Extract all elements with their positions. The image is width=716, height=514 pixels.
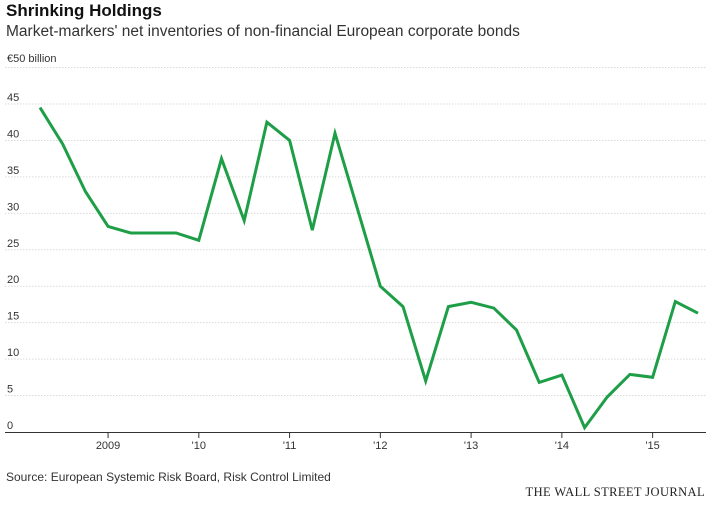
data-point — [606, 396, 609, 399]
data-point — [515, 328, 518, 331]
chart-subtitle: Market-markers' net inventories of non-f… — [6, 23, 520, 40]
data-point — [129, 232, 132, 235]
series-line — [38, 106, 699, 431]
x-tick-label: '10 — [192, 440, 206, 452]
data-point — [538, 381, 541, 384]
data-point — [220, 157, 223, 160]
data-point — [697, 312, 700, 315]
publisher-brand: THE WALL STREET JOURNAL — [525, 485, 705, 499]
data-point — [492, 307, 495, 310]
x-tick-label: '13 — [464, 440, 478, 452]
data-point — [152, 232, 155, 235]
series-layer — [38, 106, 700, 431]
data-point — [288, 139, 291, 142]
data-point — [61, 143, 64, 146]
y-tick-label: 30 — [7, 201, 19, 213]
y-tick-label: 10 — [7, 347, 19, 359]
data-point — [356, 208, 359, 211]
y-tick-label: 40 — [7, 128, 19, 140]
x-tick-label: '11 — [283, 440, 297, 452]
data-point — [560, 374, 563, 377]
y-tick-label: 0 — [7, 420, 13, 432]
data-point — [583, 426, 586, 429]
data-point — [402, 305, 405, 308]
data-point — [243, 219, 246, 222]
y-tick-label: 45 — [7, 92, 19, 104]
y-tick-label: 15 — [7, 311, 19, 323]
data-point — [175, 232, 178, 235]
y-tick-label: 20 — [7, 274, 19, 286]
data-point — [39, 106, 42, 109]
data-point — [424, 379, 427, 382]
data-point — [333, 132, 336, 135]
x-tick-label: '12 — [373, 440, 387, 452]
data-point — [311, 229, 314, 232]
data-point — [470, 301, 473, 304]
grid-lines — [5, 67, 706, 397]
unit-label: €50 billion — [7, 53, 57, 65]
x-tick-label: '14 — [555, 440, 569, 452]
data-point — [447, 305, 450, 308]
data-point — [674, 300, 677, 303]
x-tick-label: 2009 — [96, 440, 120, 452]
x-axis — [5, 432, 706, 438]
source-note: Source: European Systemic Risk Board, Ri… — [6, 470, 331, 484]
data-point — [84, 190, 87, 193]
x-axis-labels: 2009 '10 '11 '12 '13 '14 '15 — [96, 440, 660, 452]
data-point — [197, 239, 200, 242]
data-point — [107, 225, 110, 228]
y-axis-labels: 0 5 10 15 20 25 30 35 40 45 — [7, 92, 19, 432]
y-tick-label: 35 — [7, 165, 19, 177]
y-tick-label: 25 — [7, 238, 19, 250]
data-point — [265, 121, 268, 124]
data-point — [651, 376, 654, 379]
chart-title: Shrinking Holdings — [6, 1, 162, 20]
y-tick-label: 5 — [7, 384, 13, 396]
x-tick-label: '15 — [645, 440, 659, 452]
data-point — [379, 285, 382, 288]
data-point — [628, 373, 631, 376]
